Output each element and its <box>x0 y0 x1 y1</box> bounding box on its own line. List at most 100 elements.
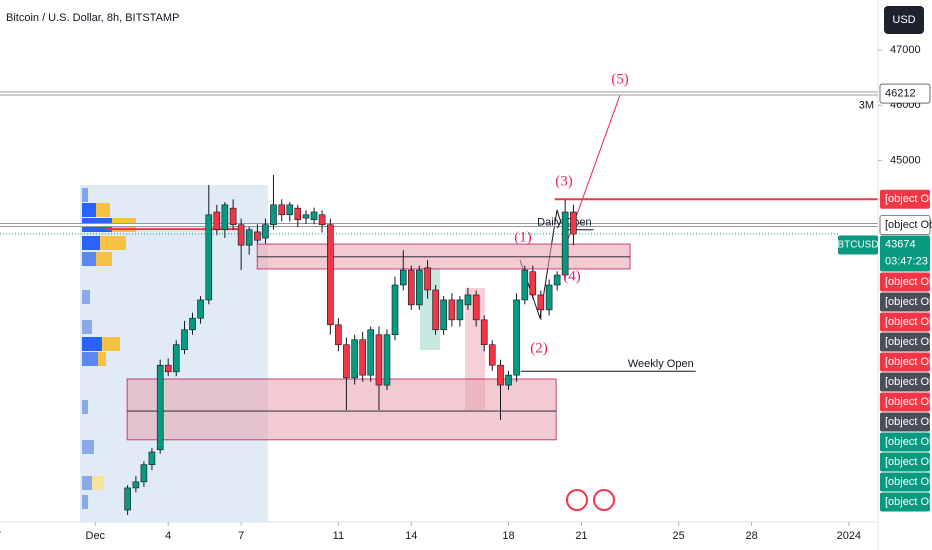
x-tick-label: 21 <box>575 530 587 542</box>
price-badge-label: [object Object] <box>885 193 932 205</box>
price-badge-label: [object Object] <box>885 356 932 368</box>
vp-bar <box>82 290 90 304</box>
vp-bar <box>82 400 88 414</box>
candle-body <box>351 339 358 379</box>
vp-bar <box>98 352 106 366</box>
candle-body <box>172 344 180 373</box>
vp-bar <box>82 476 92 490</box>
price-badge <box>880 392 930 412</box>
vp-bar <box>102 337 120 351</box>
vp-bar <box>82 440 94 454</box>
x-tick-label: 11 <box>333 530 344 542</box>
price-badge-label: [object Object] <box>885 276 932 288</box>
last-price: 43674 <box>885 238 916 250</box>
zone <box>126 378 557 441</box>
candle-body <box>132 481 140 489</box>
candle-body <box>505 374 512 386</box>
price-badge <box>880 332 930 352</box>
wave-label: (5) <box>611 71 629 87</box>
wave-label: (2) <box>530 340 548 356</box>
level-note: 3M <box>859 99 874 111</box>
currency-button[interactable] <box>884 6 924 34</box>
x-tick-label: 7 <box>238 530 244 542</box>
vp-bar <box>82 352 98 366</box>
candle-body <box>294 207 302 221</box>
candle-body <box>164 364 172 373</box>
event-icon[interactable] <box>566 489 588 511</box>
price-badge-label: [object Object] <box>885 219 932 231</box>
candle-body <box>318 214 326 226</box>
candle-body <box>545 284 553 311</box>
x-tick-label: 7 <box>0 530 1 542</box>
price-badge <box>880 432 930 452</box>
price-badge-label: [object Object] <box>885 436 932 448</box>
candle-body <box>335 324 342 346</box>
price-badge <box>880 412 930 432</box>
candle-body <box>529 271 537 296</box>
candle-body <box>432 289 439 331</box>
wave-label: (3) <box>555 173 573 189</box>
symbol-label: BTCUSD <box>837 240 878 251</box>
x-tick-label: 25 <box>673 530 685 542</box>
candle-body <box>286 204 294 216</box>
x-tick-label: Dec <box>86 530 106 542</box>
vp-bar <box>82 203 96 217</box>
candle-body <box>229 207 237 226</box>
x-tick-label: 18 <box>502 530 514 542</box>
candle-body <box>156 364 164 451</box>
candle-body <box>245 229 253 246</box>
price-badge <box>879 83 931 104</box>
event-icon[interactable] <box>593 489 615 511</box>
candle-body <box>448 299 456 321</box>
wave-label: (4) <box>563 268 581 284</box>
candle-body <box>343 344 350 379</box>
price-badge <box>879 215 931 235</box>
price-badge-label: [object Object] <box>885 336 932 348</box>
price-badge <box>880 312 930 332</box>
x-tick-label: 4 <box>165 530 171 542</box>
price-badge-label: [object Object] <box>885 456 932 468</box>
last-badge <box>880 235 930 272</box>
vp-bar <box>82 188 88 202</box>
candle-body <box>464 294 472 306</box>
candle-body <box>140 464 148 483</box>
event-icons <box>566 489 615 511</box>
candle-body <box>205 214 213 301</box>
candle-body <box>221 204 229 231</box>
price-badge <box>880 452 930 472</box>
countdown: 03:47:23 <box>885 255 928 267</box>
candle-body <box>262 224 269 239</box>
candle-body <box>561 211 569 276</box>
currency-label[interactable]: USD <box>892 14 915 26</box>
candle-body <box>302 214 310 219</box>
price-badge-label: [object Object] <box>885 476 932 488</box>
candle-body <box>213 211 221 231</box>
candle-body <box>124 487 131 511</box>
candle-body <box>456 299 464 321</box>
candle-body <box>359 339 366 376</box>
price-badge <box>880 492 930 512</box>
price-badge <box>880 189 930 209</box>
vp-bar <box>82 337 102 351</box>
vp-bar <box>82 252 96 266</box>
candle-body <box>148 451 156 466</box>
candle-body <box>488 344 496 366</box>
candle-body <box>189 317 196 331</box>
price-badge <box>880 292 930 312</box>
price-badge-label: [object Object] <box>885 416 932 428</box>
vp-bar <box>92 476 104 490</box>
candle-body <box>521 269 529 301</box>
vp-bar <box>96 252 112 266</box>
candle-body <box>480 319 488 346</box>
candle-body <box>237 224 245 246</box>
candle-body <box>270 204 277 226</box>
y-tick-label: 47000 <box>890 44 921 56</box>
price-badge <box>880 272 930 292</box>
wave-label: (1) <box>514 229 532 245</box>
candle-body <box>391 284 399 336</box>
price-badge-label: [object Object] <box>885 316 932 328</box>
candle-body <box>553 274 561 286</box>
x-tick-label: 28 <box>745 530 757 542</box>
candle-body <box>254 231 261 241</box>
